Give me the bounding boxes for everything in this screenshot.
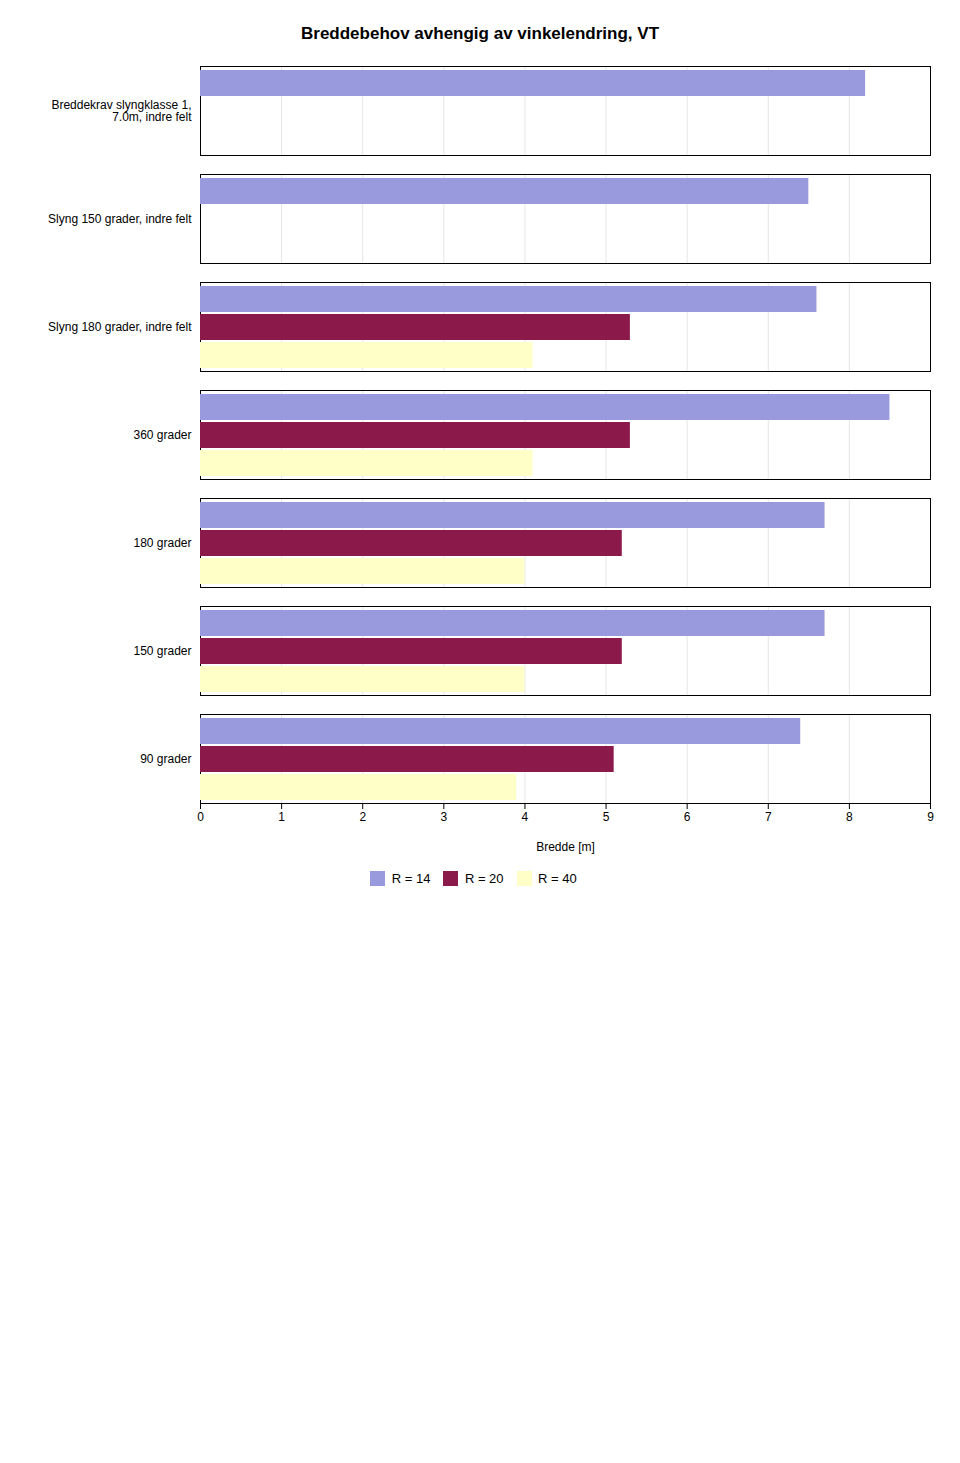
svg-text:6: 6 xyxy=(684,810,691,824)
svg-text:3: 3 xyxy=(440,810,447,824)
svg-text:8: 8 xyxy=(846,810,853,824)
html-text:R = 40: R = 40 xyxy=(538,871,577,886)
svg-text:150 grader: 150 grader xyxy=(133,644,191,658)
svg-text:4: 4 xyxy=(522,810,529,824)
html-text:Breddebehov avhengig av vinkel: Breddebehov avhengig av vinkelendring, V… xyxy=(301,24,659,43)
html-text:R = 20: R = 20 xyxy=(464,871,504,886)
svg-text:Breddekrav slyngklasse 1,7.0m,: Breddekrav slyngklasse 1,7.0m, indre fel… xyxy=(51,98,192,124)
svg-text:90 grader: 90 grader xyxy=(140,752,191,766)
svg-text:Slyng 180 grader, indre felt: Slyng 180 grader, indre felt xyxy=(48,320,192,334)
svg-text:360 grader: 360 grader xyxy=(133,428,191,442)
svg-text:Slyng 150 grader, indre felt: Slyng 150 grader, indre felt xyxy=(48,212,192,226)
svg-text:0: 0 xyxy=(197,810,204,824)
svg-text:180 grader: 180 grader xyxy=(133,536,191,550)
svg-text:1: 1 xyxy=(278,810,285,824)
svg-text:Bredde [m]: Bredde [m] xyxy=(536,840,595,854)
svg-text:2: 2 xyxy=(359,810,366,824)
svg-text:9: 9 xyxy=(927,810,934,824)
svg-text:7: 7 xyxy=(765,810,772,824)
svg-text:5: 5 xyxy=(603,810,610,824)
html-text:R = 14: R = 14 xyxy=(391,871,431,886)
